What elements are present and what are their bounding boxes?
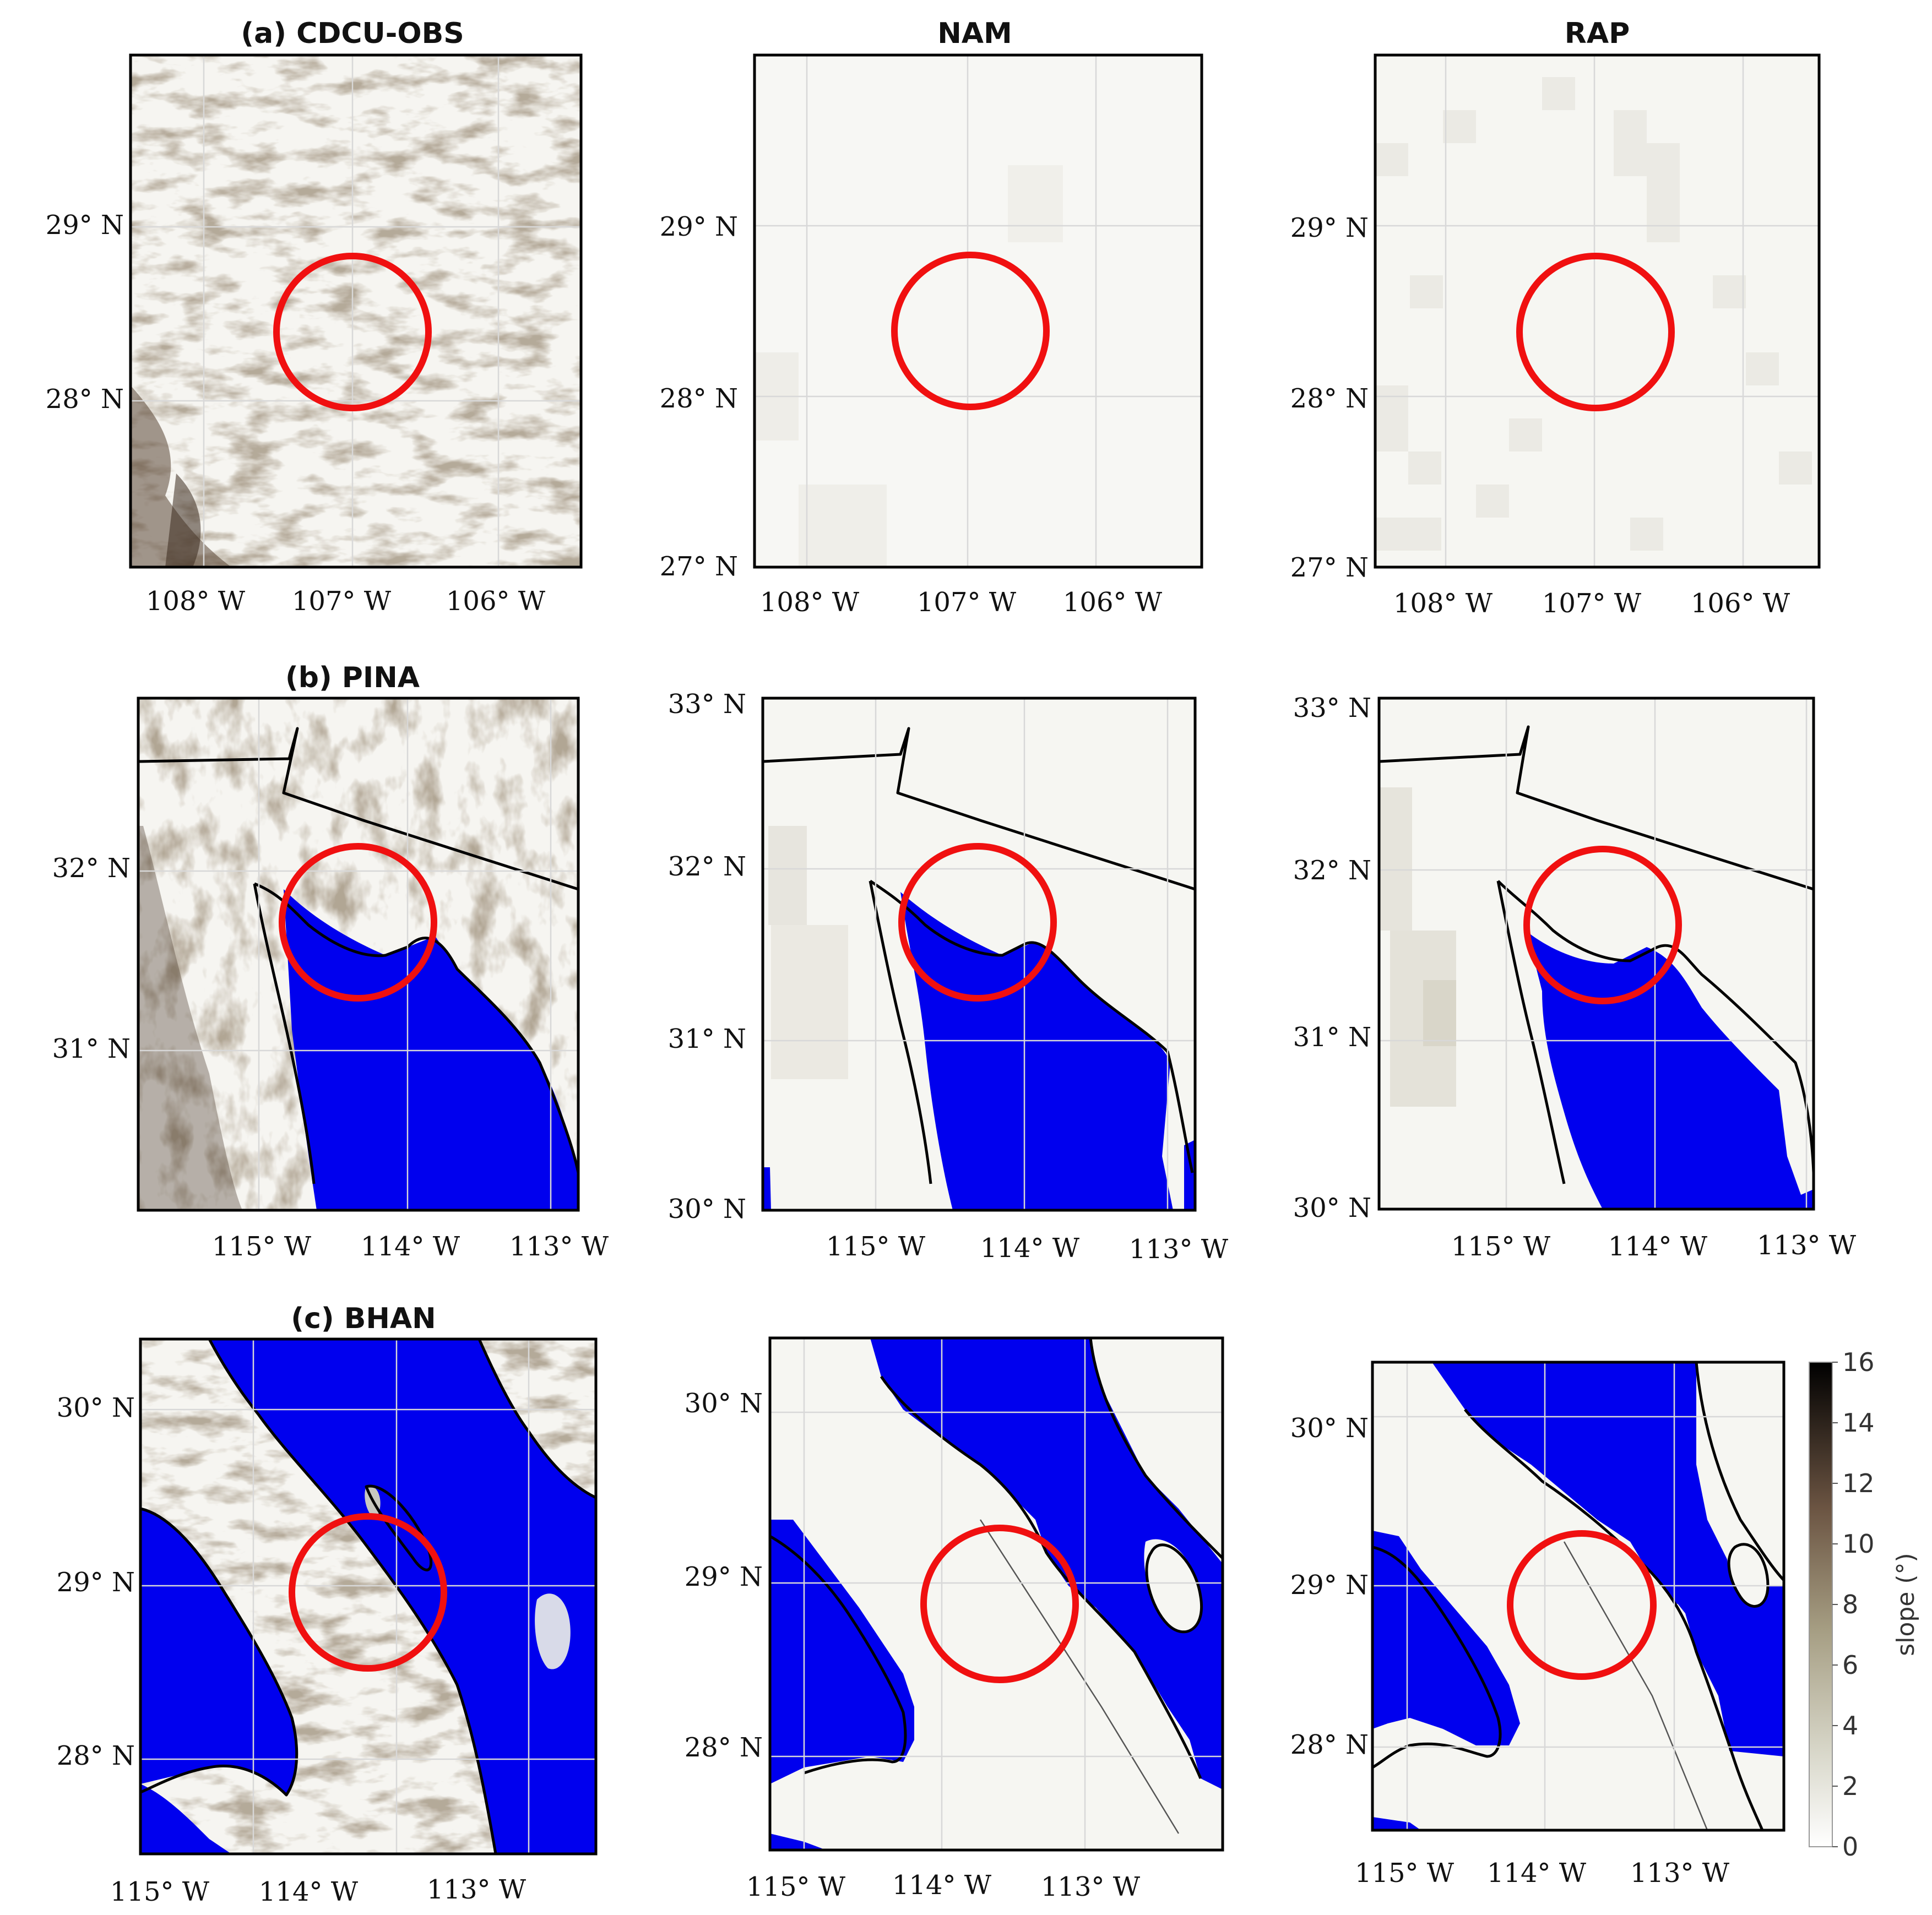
lon-tick: 114° W bbox=[1608, 1231, 1708, 1262]
lat-tick: 30° N bbox=[1290, 1413, 1369, 1444]
colorbar-tick-label: 12 bbox=[1842, 1468, 1875, 1498]
station-circle bbox=[273, 253, 432, 411]
colorbar-tick-label: 16 bbox=[1842, 1347, 1875, 1377]
colorbar-tick-label: 4 bbox=[1842, 1711, 1858, 1740]
panel-c-bhan-obs: (c) BHAN 30° N 29° N 28° N 115° W 114° bbox=[57, 1302, 598, 1907]
lat-tick: 29° N bbox=[57, 1567, 135, 1598]
lon-tick: 107° W bbox=[917, 587, 1017, 618]
lat-tick: 28° N bbox=[46, 384, 124, 415]
gulf-water bbox=[209, 1339, 596, 1854]
lat-tick: 31° N bbox=[668, 1024, 746, 1054]
lat-tick: 31° N bbox=[1293, 1022, 1371, 1053]
panel-a-cdcu-obs: (a) CDCU-OBS 29° N 28° N 108° W 107° W 1… bbox=[46, 17, 583, 617]
lon-tick: 113° W bbox=[1041, 1872, 1141, 1902]
colorbar-tick-label: 10 bbox=[1842, 1529, 1875, 1559]
panel-c-bhan-nam: 30° N 29° N 28° N 115° W 114° W 113° W bbox=[685, 1336, 1224, 1902]
panel-title: RAP bbox=[1565, 17, 1630, 50]
lon-tick: 114° W bbox=[1487, 1858, 1587, 1889]
lon-tick: 107° W bbox=[292, 586, 392, 617]
lat-tick: 32° N bbox=[1293, 855, 1371, 886]
lon-tick: 106° W bbox=[1691, 588, 1790, 619]
lon-tick: 115° W bbox=[1355, 1858, 1455, 1889]
gulf-water bbox=[1432, 1362, 1784, 1756]
station-circle bbox=[1523, 846, 1682, 1004]
panel-b-pina-obs: (b) PINA 32° N 31° N 115° W 114° W 113° … bbox=[52, 661, 609, 1262]
colorbar-label: slope (°) bbox=[1892, 1553, 1920, 1656]
panel-title: (a) CDCU-OBS bbox=[241, 17, 464, 50]
panel-title: (c) BHAN bbox=[291, 1302, 436, 1335]
lat-tick: 29° N bbox=[1290, 213, 1369, 243]
lon-tick: 108° W bbox=[146, 586, 246, 617]
panel-b-pina-nam: 33° N 32° N 31° N 30° N 115° W 114° W 11… bbox=[668, 689, 1229, 1265]
lon-tick: 106° W bbox=[446, 586, 546, 617]
lat-tick: 28° N bbox=[1290, 1729, 1369, 1760]
lat-tick: 27° N bbox=[660, 551, 738, 582]
terrain-slope-raster bbox=[1375, 55, 1819, 567]
lat-tick: 32° N bbox=[52, 853, 131, 884]
colorbar-tick-label: 14 bbox=[1842, 1408, 1875, 1438]
lat-tick: 29° N bbox=[685, 1562, 763, 1592]
lon-tick: 114° W bbox=[980, 1233, 1080, 1264]
panel-b-pina-rap: 33° N 32° N 31° N 30° N 115° W 114° W 11… bbox=[1293, 693, 1857, 1262]
lat-tick: 29° N bbox=[660, 211, 738, 242]
lon-tick: 113° W bbox=[1757, 1230, 1857, 1261]
colorbar-tick-label: 0 bbox=[1842, 1832, 1858, 1862]
lat-tick: 31° N bbox=[52, 1033, 131, 1064]
lon-tick: 113° W bbox=[509, 1231, 609, 1262]
lon-tick: 108° W bbox=[760, 587, 860, 618]
lat-tick: 30° N bbox=[668, 1194, 746, 1225]
panel-title: NAM bbox=[937, 17, 1012, 50]
lon-tick: 113° W bbox=[1630, 1858, 1730, 1889]
lat-tick: 30° N bbox=[685, 1388, 763, 1419]
lon-tick: 106° W bbox=[1063, 587, 1163, 618]
colorbar-tick-label: 6 bbox=[1842, 1650, 1858, 1680]
panel-title: (b) PINA bbox=[285, 661, 420, 694]
lon-tick: 114° W bbox=[259, 1876, 359, 1907]
lon-tick: 115° W bbox=[746, 1872, 846, 1902]
lat-tick: 28° N bbox=[57, 1740, 135, 1771]
lon-tick: 115° W bbox=[826, 1231, 926, 1262]
station-circle bbox=[891, 252, 1050, 410]
lon-tick: 114° W bbox=[361, 1231, 460, 1262]
lon-tick: 114° W bbox=[892, 1870, 992, 1901]
lon-tick: 113° W bbox=[1129, 1234, 1229, 1265]
colorbar: 16 14 12 10 8 6 4 2 0 slope (°) bbox=[1809, 1347, 1920, 1862]
station-circle bbox=[920, 1525, 1079, 1683]
lon-tick: 108° W bbox=[1393, 588, 1493, 619]
panel-a-rap: RAP 29° N 28° N 27° N 108° W 107° W 106°… bbox=[1290, 17, 1821, 619]
colorbar-gradient bbox=[1809, 1362, 1833, 1847]
station-circle bbox=[1516, 253, 1675, 411]
lat-tick: 29° N bbox=[1290, 1570, 1369, 1601]
station-circle bbox=[1507, 1530, 1657, 1680]
lat-tick: 28° N bbox=[685, 1732, 763, 1763]
lat-tick: 30° N bbox=[1293, 1193, 1371, 1223]
lat-tick: 33° N bbox=[668, 689, 746, 720]
lon-tick: 115° W bbox=[212, 1231, 312, 1262]
panel-a-nam: NAM 29° N 28° N 27° N 108° W 107° W 106°… bbox=[660, 17, 1203, 618]
lat-tick: 30° N bbox=[57, 1392, 135, 1423]
panel-c-bhan-rap: 30° N 29° N 28° N 115° W 114° W 113° W bbox=[1290, 1361, 1786, 1889]
station-circle bbox=[279, 843, 437, 1002]
terrain-slope-raster bbox=[131, 55, 581, 567]
lat-tick: 27° N bbox=[1290, 552, 1369, 583]
lon-tick: 113° W bbox=[427, 1874, 527, 1905]
lat-tick: 28° N bbox=[660, 383, 738, 414]
colorbar-tick-label: 2 bbox=[1842, 1771, 1858, 1801]
lon-tick: 115° W bbox=[110, 1876, 210, 1907]
colorbar-tick-label: 8 bbox=[1842, 1590, 1858, 1619]
lat-tick: 29° N bbox=[46, 210, 124, 241]
lat-tick: 32° N bbox=[668, 851, 746, 882]
gulf-water bbox=[900, 892, 1173, 1210]
station-circle bbox=[289, 1513, 447, 1672]
lon-tick: 107° W bbox=[1542, 588, 1642, 619]
terrain-slope-raster bbox=[755, 55, 1202, 567]
station-circle bbox=[898, 843, 1057, 1002]
lat-tick: 28° N bbox=[1290, 383, 1369, 414]
gulf-water bbox=[284, 889, 578, 1210]
lat-tick: 33° N bbox=[1293, 693, 1371, 723]
lon-tick: 115° W bbox=[1451, 1231, 1551, 1262]
